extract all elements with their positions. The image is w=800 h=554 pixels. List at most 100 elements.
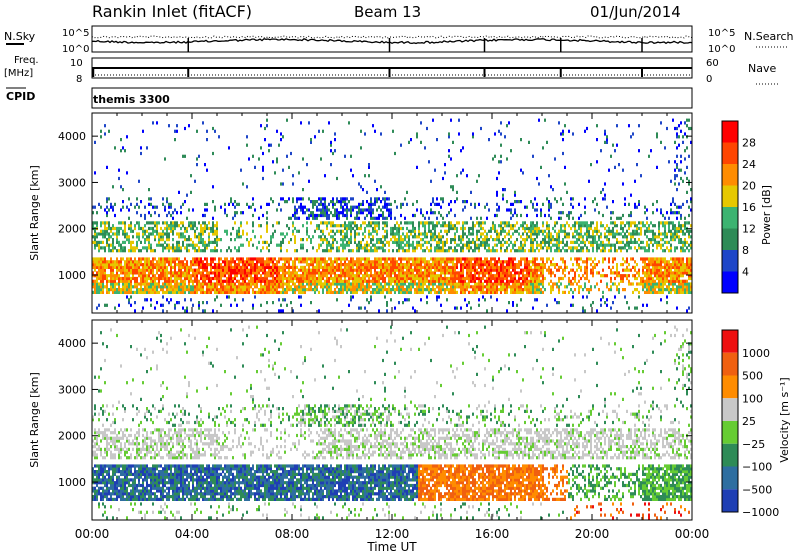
echo-cell <box>194 235 196 239</box>
echo-cell <box>402 301 404 305</box>
echo-cell <box>406 290 408 294</box>
echo-cell <box>164 240 166 244</box>
echo-cell <box>152 274 154 278</box>
echo-cell <box>558 288 560 292</box>
echo-cell <box>436 138 438 142</box>
echo-cell <box>436 263 438 267</box>
echo-cell <box>580 249 582 253</box>
echo-cell <box>96 224 98 228</box>
echo-cell <box>168 301 170 305</box>
echo-cell <box>426 295 428 299</box>
echo-cell <box>238 271 240 275</box>
echo-cell <box>234 213 236 218</box>
echo-cell <box>400 143 402 147</box>
echo-cell <box>266 246 268 250</box>
echo-cell <box>420 290 422 294</box>
echo-cell <box>326 265 328 269</box>
echo-cell <box>114 232 116 236</box>
echo-cell <box>354 268 356 272</box>
echo-cell <box>126 232 128 236</box>
echo-cell <box>210 260 212 264</box>
echo-cell <box>178 301 180 305</box>
echo-cell <box>314 274 316 278</box>
echo-cell <box>478 276 480 281</box>
echo-cell <box>512 263 514 267</box>
echo-cell <box>430 235 432 239</box>
echo-cell <box>350 221 352 225</box>
echo-cell <box>438 202 440 206</box>
echo-cell <box>564 263 566 267</box>
echo-cell <box>358 202 360 206</box>
echo-cell <box>554 274 556 278</box>
echo-cell <box>430 288 432 292</box>
echo-cell <box>394 216 396 220</box>
echo-cell <box>380 213 382 218</box>
echo-cell <box>580 224 582 228</box>
echo-cell <box>584 243 586 247</box>
echo-cell <box>506 124 508 128</box>
echo-cell <box>320 213 322 218</box>
echo-cell <box>286 257 288 261</box>
echo-cell <box>524 238 526 242</box>
echo-cell <box>408 298 410 302</box>
echo-cell <box>440 285 442 289</box>
echo-cell <box>548 243 550 247</box>
echo-cell <box>350 154 352 158</box>
echo-cell <box>282 135 284 139</box>
echo-cell <box>404 298 406 302</box>
echo-cell <box>242 298 244 302</box>
echo-cell <box>386 232 388 236</box>
echo-cell <box>140 279 142 283</box>
echo-cell <box>344 224 346 228</box>
echo-cell <box>316 285 318 289</box>
echo-cell <box>418 240 420 244</box>
echo-cell <box>524 205 526 209</box>
echo-cell <box>162 249 164 253</box>
echo-cell <box>164 157 166 161</box>
echo-cell <box>354 224 356 228</box>
echo-cell <box>388 279 390 283</box>
echo-cell <box>406 190 408 194</box>
echo-cell <box>120 221 122 225</box>
echo-cell <box>542 276 544 281</box>
echo-cell <box>502 188 504 192</box>
echo-cell <box>156 260 158 264</box>
echo-cell <box>574 271 576 275</box>
echo-cell <box>532 279 534 283</box>
echo-cell <box>500 229 502 233</box>
echo-cell <box>310 213 312 218</box>
echo-cell <box>580 240 582 244</box>
echo-cell <box>276 160 278 164</box>
echo-cell <box>530 282 532 286</box>
echo-cell <box>400 285 402 289</box>
echo-cell <box>178 235 180 239</box>
echo-cell <box>288 263 290 267</box>
echo-cell <box>460 238 462 242</box>
echo-cell <box>450 208 452 212</box>
echo-cell <box>112 268 114 272</box>
echo-cell <box>280 257 282 261</box>
echo-cell <box>232 290 234 294</box>
echo-cell <box>146 229 148 233</box>
echo-cell <box>308 271 310 275</box>
echo-cell <box>324 200 326 204</box>
echo-cell <box>256 290 258 294</box>
echo-cell <box>416 282 418 286</box>
echo-cell <box>364 226 366 231</box>
echo-cell <box>390 216 392 220</box>
echo-cell <box>128 263 130 267</box>
echo-cell <box>524 226 526 231</box>
echo-cell <box>456 226 458 231</box>
echo-cell <box>520 235 522 239</box>
echo-cell <box>412 285 414 289</box>
echo-cell <box>186 229 188 233</box>
echo-cell <box>480 240 482 244</box>
echo-cell <box>126 263 128 267</box>
echo-cell <box>198 263 200 267</box>
echo-cell <box>410 263 412 267</box>
echo-cell <box>114 274 116 278</box>
echo-cell <box>548 205 550 209</box>
echo-cell <box>470 257 472 261</box>
echo-cell <box>472 274 474 278</box>
echo-cell <box>480 288 482 292</box>
